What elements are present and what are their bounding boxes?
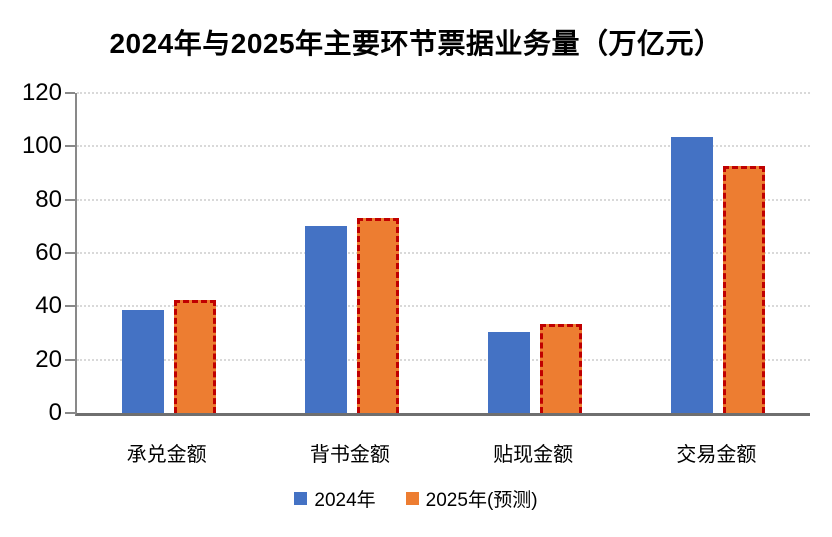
y-axis-tick (65, 198, 75, 201)
category-label: 背书金额 (309, 444, 390, 466)
legend-label: 2025年(预测) (425, 490, 538, 511)
bar (121, 310, 164, 413)
legend-swatch-icon (294, 492, 308, 505)
bar (723, 166, 766, 413)
bar (356, 218, 399, 413)
y-axis-tick (65, 145, 75, 148)
y-tick-label: 100 (21, 132, 62, 160)
plot-area (65, 92, 810, 416)
bar (304, 226, 347, 413)
bar (671, 137, 714, 413)
legend-item: 2024年 (294, 485, 376, 512)
gridline (77, 92, 810, 94)
y-axis-tick (65, 92, 75, 94)
bar (540, 323, 583, 413)
y-axis-tick (65, 252, 75, 254)
bar-group (444, 93, 627, 413)
bar-group (627, 93, 810, 413)
y-axis-tick (65, 305, 75, 308)
y-tick-label: 120 (21, 79, 62, 106)
y-axis-labels: 0 20 40 60 80 100 120 (0, 0, 62, 537)
x-axis-category-labels: 承兑金额 背书金额 贴现金额 交易金额 (75, 438, 808, 467)
y-tick-label: 60 (35, 239, 62, 266)
legend-swatch-icon (405, 492, 419, 505)
gridline (77, 252, 810, 254)
legend-label: 2024年 (314, 490, 376, 511)
y-axis-tick (65, 412, 75, 414)
y-tick-label: 0 (48, 399, 62, 426)
bar (173, 299, 216, 413)
gridline (77, 145, 810, 148)
category-label: 交易金额 (676, 444, 757, 466)
gridline (77, 198, 810, 201)
gridline (77, 305, 810, 308)
y-tick-label: 20 (35, 345, 62, 373)
y-axis-tick (65, 358, 75, 361)
bar-group (77, 93, 260, 413)
bar-group (260, 93, 443, 413)
legend: 2024年 2025年(预测) (0, 485, 832, 512)
bar (488, 331, 531, 413)
category-label: 贴现金额 (493, 444, 574, 466)
bars-layer (77, 93, 810, 413)
gridline (77, 358, 810, 361)
category-label: 承兑金额 (126, 444, 207, 466)
y-tick-label: 80 (35, 185, 62, 213)
chart-title: 2024年与2025年主要环节票据业务量（万亿元） (109, 28, 723, 59)
y-tick-label: 40 (35, 292, 62, 320)
legend-item: 2025年(预测) (405, 485, 538, 512)
